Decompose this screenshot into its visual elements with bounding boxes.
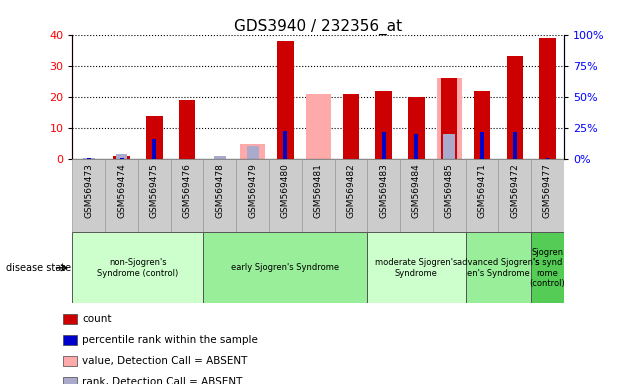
Bar (236, 159, 269, 232)
Bar (507, 56, 523, 159)
Text: GSM569472: GSM569472 (510, 163, 519, 218)
Bar (466, 232, 531, 303)
Text: GSM569478: GSM569478 (215, 163, 224, 218)
Bar (138, 159, 171, 232)
Bar (72, 232, 203, 303)
Text: GSM569483: GSM569483 (379, 163, 388, 218)
Text: count: count (82, 314, 112, 324)
Text: value, Detection Call = ABSENT: value, Detection Call = ABSENT (82, 356, 247, 366)
Text: non-Sjogren's
Syndrome (control): non-Sjogren's Syndrome (control) (98, 258, 178, 278)
Bar (116, 154, 127, 159)
Bar (408, 97, 425, 159)
Bar (415, 134, 418, 159)
Text: GSM569480: GSM569480 (281, 163, 290, 218)
Bar (498, 159, 531, 232)
Text: rank, Detection Call = ABSENT: rank, Detection Call = ABSENT (82, 377, 243, 384)
Text: GSM569474: GSM569474 (117, 163, 126, 218)
Text: GSM569481: GSM569481 (314, 163, 323, 218)
Bar (480, 132, 484, 159)
Bar (306, 94, 331, 159)
Bar (72, 159, 105, 232)
Text: GSM569475: GSM569475 (150, 163, 159, 218)
Bar (474, 91, 490, 159)
Text: GSM569485: GSM569485 (445, 163, 454, 218)
Text: GSM569471: GSM569471 (478, 163, 486, 218)
Bar (343, 94, 359, 159)
Bar (277, 41, 294, 159)
Text: GSM569479: GSM569479 (248, 163, 257, 218)
Bar (531, 232, 564, 303)
Text: GSM569484: GSM569484 (412, 163, 421, 218)
Bar (400, 159, 433, 232)
Bar (203, 232, 367, 303)
Bar (546, 158, 549, 159)
Bar (152, 139, 156, 159)
Bar (335, 159, 367, 232)
Bar (120, 158, 123, 159)
Bar (444, 134, 455, 159)
Bar (247, 146, 258, 159)
Bar (214, 156, 226, 159)
Text: GSM569473: GSM569473 (84, 163, 93, 218)
Bar (269, 159, 302, 232)
Bar (382, 132, 386, 159)
Bar (179, 100, 195, 159)
Bar (466, 159, 498, 232)
Title: GDS3940 / 232356_at: GDS3940 / 232356_at (234, 18, 402, 35)
Bar (367, 232, 466, 303)
Text: GSM569476: GSM569476 (183, 163, 192, 218)
Text: disease state: disease state (6, 263, 71, 273)
Text: early Sjogren's Syndrome: early Sjogren's Syndrome (231, 263, 340, 272)
Bar (113, 156, 130, 159)
Bar (375, 91, 392, 159)
Text: GSM569482: GSM569482 (346, 163, 355, 218)
Bar (240, 144, 265, 159)
Bar (367, 159, 400, 232)
Bar (302, 159, 335, 232)
Bar (203, 159, 236, 232)
Bar (87, 158, 91, 159)
Bar (83, 158, 94, 159)
Text: Sjogren
's synd
rome
(control): Sjogren 's synd rome (control) (530, 248, 565, 288)
Bar (437, 78, 462, 159)
Text: GSM569477: GSM569477 (543, 163, 552, 218)
Bar (146, 116, 163, 159)
Bar (539, 38, 556, 159)
Text: moderate Sjogren's
Syndrome: moderate Sjogren's Syndrome (375, 258, 457, 278)
Bar (531, 159, 564, 232)
Bar (513, 132, 517, 159)
Text: percentile rank within the sample: percentile rank within the sample (82, 335, 258, 345)
Bar (171, 159, 203, 232)
Bar (105, 159, 138, 232)
Bar (284, 131, 287, 159)
Text: advanced Sjogren's
en's Syndrome: advanced Sjogren's en's Syndrome (457, 258, 540, 278)
Bar (433, 159, 466, 232)
Bar (441, 78, 457, 159)
